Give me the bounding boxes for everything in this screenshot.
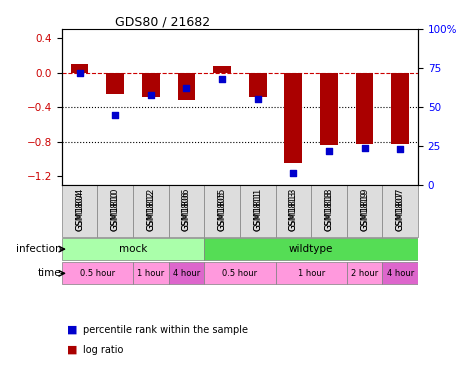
Point [396, 146, 404, 152]
Text: percentile rank within the sample: percentile rank within the sample [83, 325, 248, 335]
Point [218, 76, 226, 82]
Text: mock: mock [119, 244, 147, 254]
Text: GSM1807: GSM1807 [396, 191, 405, 231]
Text: 0.5 hour: 0.5 hour [222, 269, 257, 278]
Point [325, 148, 332, 154]
Text: GSM1805: GSM1805 [218, 188, 227, 231]
Text: 0.5 hour: 0.5 hour [80, 269, 115, 278]
FancyBboxPatch shape [62, 238, 204, 260]
Text: 4 hour: 4 hour [173, 269, 200, 278]
Text: GSM1804: GSM1804 [75, 188, 84, 231]
Text: GSM1811: GSM1811 [253, 191, 262, 231]
Bar [142, 72, 160, 97]
Text: 4 hour: 4 hour [387, 269, 414, 278]
Bar [178, 72, 195, 100]
Text: GSM1812: GSM1812 [146, 191, 155, 231]
Point [147, 92, 155, 98]
Text: GSM1818: GSM1818 [324, 191, 333, 231]
Text: GSM1806: GSM1806 [182, 188, 191, 231]
FancyBboxPatch shape [240, 185, 276, 237]
Text: GSM1811: GSM1811 [253, 188, 262, 231]
FancyBboxPatch shape [347, 262, 382, 284]
Point [76, 70, 84, 76]
Text: GSM1806: GSM1806 [182, 191, 191, 231]
Point [111, 112, 119, 118]
FancyBboxPatch shape [276, 185, 311, 237]
Text: time: time [38, 268, 62, 279]
Text: GSM1812: GSM1812 [146, 188, 155, 231]
Text: GSM1804: GSM1804 [75, 191, 84, 231]
FancyBboxPatch shape [62, 185, 97, 237]
FancyBboxPatch shape [169, 262, 204, 284]
Text: GSM1807: GSM1807 [396, 188, 405, 231]
Bar [391, 72, 409, 143]
Bar [320, 72, 338, 145]
Bar [71, 64, 88, 72]
FancyBboxPatch shape [382, 185, 418, 237]
Point [254, 97, 261, 102]
Text: GSM1810: GSM1810 [111, 191, 120, 231]
Bar [356, 72, 373, 145]
FancyBboxPatch shape [276, 262, 347, 284]
Text: GSM1819: GSM1819 [360, 188, 369, 231]
Text: GSM1813: GSM1813 [289, 188, 298, 231]
Bar [106, 72, 124, 94]
FancyBboxPatch shape [204, 185, 240, 237]
Text: infection: infection [16, 244, 62, 254]
Point [289, 170, 297, 176]
Point [361, 145, 369, 151]
FancyBboxPatch shape [311, 185, 347, 237]
Text: GSM1818: GSM1818 [324, 188, 333, 231]
FancyBboxPatch shape [133, 262, 169, 284]
FancyBboxPatch shape [382, 262, 418, 284]
Text: 1 hour: 1 hour [297, 269, 325, 278]
Point [182, 86, 190, 92]
Text: ■: ■ [66, 325, 77, 335]
Text: wildtype: wildtype [289, 244, 333, 254]
Text: GSM1813: GSM1813 [289, 191, 298, 231]
Bar [285, 72, 302, 164]
Text: 1 hour: 1 hour [137, 269, 164, 278]
FancyBboxPatch shape [204, 238, 418, 260]
Text: GSM1805: GSM1805 [218, 191, 227, 231]
FancyBboxPatch shape [204, 262, 276, 284]
Text: log ratio: log ratio [83, 345, 124, 355]
FancyBboxPatch shape [62, 262, 133, 284]
Text: GSM1819: GSM1819 [360, 191, 369, 231]
FancyBboxPatch shape [97, 185, 133, 237]
Text: GDS80 / 21682: GDS80 / 21682 [115, 15, 210, 28]
Text: 2 hour: 2 hour [351, 269, 378, 278]
FancyBboxPatch shape [169, 185, 204, 237]
Bar [249, 72, 266, 97]
FancyBboxPatch shape [133, 185, 169, 237]
Bar [213, 67, 231, 72]
FancyBboxPatch shape [347, 185, 382, 237]
Text: ■: ■ [66, 345, 77, 355]
Text: GSM1810: GSM1810 [111, 188, 120, 231]
